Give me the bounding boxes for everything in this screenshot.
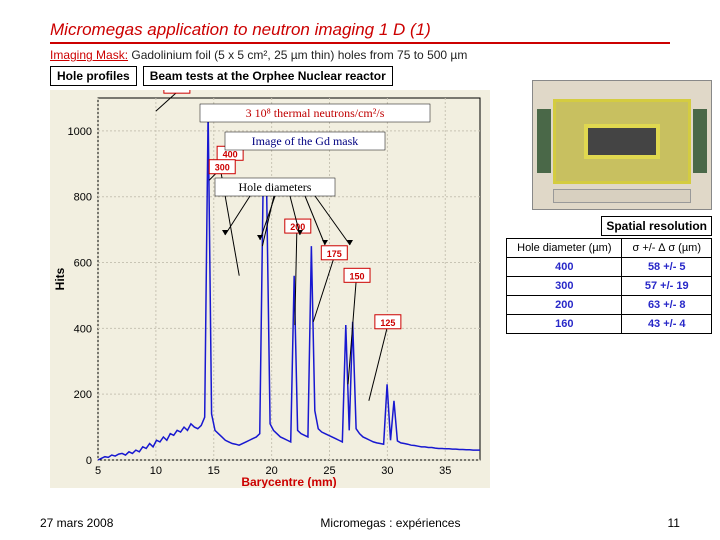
slide-footer: 27 mars 2008 Micromegas : expériences 11: [0, 516, 720, 530]
svg-text:1000: 1000: [68, 126, 92, 138]
svg-text:Hole diameters: Hole diameters: [239, 180, 312, 194]
hole-profiles-label: Hole profiles: [50, 66, 137, 86]
svg-text:400: 400: [223, 149, 238, 159]
footer-page: 11: [668, 516, 680, 530]
svg-text:Barycentre (mm): Barycentre (mm): [241, 475, 336, 488]
mask-label: Imaging Mask:: [50, 48, 128, 62]
beam-tests-label: Beam tests at the Orphee Nuclear reactor: [143, 66, 393, 86]
table-row: 30057 +/- 19: [507, 277, 712, 296]
page-title: Micromegas application to neutron imagin…: [50, 20, 670, 40]
svg-text:30: 30: [381, 465, 393, 477]
svg-text:0: 0: [86, 455, 92, 467]
svg-text:400: 400: [74, 323, 92, 335]
svg-text:300: 300: [215, 163, 230, 173]
mask-text: Gadolinium foil (5 x 5 cm², 25 µm thin) …: [131, 48, 467, 62]
table-row: 16043 +/- 4: [507, 315, 712, 334]
svg-text:3 10⁸ thermal neutrons/cm²/s: 3 10⁸ thermal neutrons/cm²/s: [246, 106, 385, 120]
footer-date: 27 mars 2008: [40, 516, 113, 530]
resolution-table: Hole diameter (µm)σ +/- ∆ σ (µm) 40058 +…: [506, 238, 712, 334]
svg-text:35: 35: [439, 465, 451, 477]
svg-text:150: 150: [350, 271, 365, 281]
footer-center: Micromegas : expériences: [320, 516, 460, 530]
svg-text:15: 15: [208, 465, 220, 477]
table-header: σ +/- ∆ σ (µm): [622, 239, 712, 258]
table-row: 40058 +/- 5: [507, 258, 712, 277]
table-row: 20063 +/- 8: [507, 296, 712, 315]
svg-text:10: 10: [150, 465, 162, 477]
svg-text:600: 600: [74, 258, 92, 270]
svg-text:200: 200: [74, 389, 92, 401]
svg-text:800: 800: [74, 192, 92, 204]
svg-text:125: 125: [380, 318, 395, 328]
svg-text:175: 175: [327, 249, 342, 259]
spatial-resolution-label: Spatial resolution: [601, 216, 712, 236]
svg-text:5: 5: [95, 465, 101, 477]
mask-line: Imaging Mask: Gadolinium foil (5 x 5 cm²…: [50, 48, 670, 62]
detector-photo: [532, 80, 712, 210]
table-header: Hole diameter (µm): [507, 239, 622, 258]
svg-text:500: 500: [169, 90, 184, 92]
svg-text:Hits: Hits: [53, 267, 67, 290]
svg-text:Image of the Gd mask: Image of the Gd mask: [252, 134, 359, 148]
hits-chart: 510152025303502004006008001000HitsBaryce…: [50, 90, 490, 488]
